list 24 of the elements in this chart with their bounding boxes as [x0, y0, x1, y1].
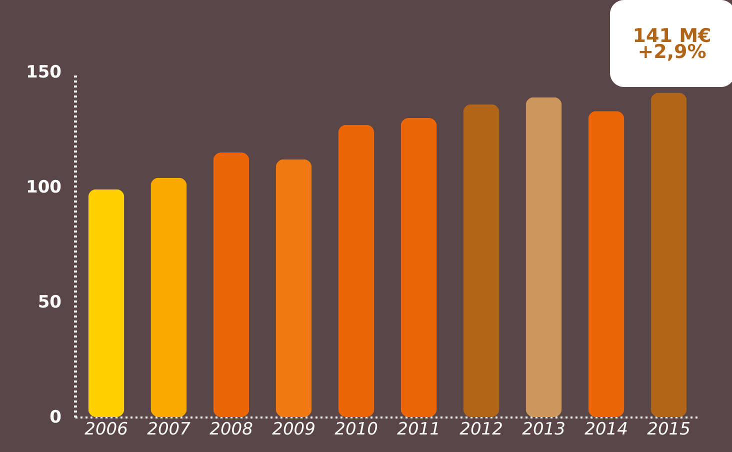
bar [588, 111, 624, 417]
bar [400, 118, 437, 417]
y-tick-label: 100 [26, 178, 62, 198]
x-tick-label: 2014 [584, 420, 628, 440]
bar [338, 124, 374, 417]
x-tick-label: 2010 [334, 420, 378, 440]
x-tick-label: 2006 [84, 420, 128, 440]
y-tick-label: 0 [50, 408, 62, 428]
x-tick-label: 2015 [647, 420, 690, 440]
bar [150, 178, 187, 417]
bar [526, 97, 562, 417]
bar [213, 152, 250, 417]
x-tick-label: 2012 [460, 420, 503, 440]
x-tick-label: 2013 [522, 420, 566, 440]
bar [88, 189, 124, 417]
y-tick-label: 50 [38, 292, 62, 312]
x-tick-label: 2007 [147, 420, 191, 440]
bar [650, 92, 687, 417]
x-tick-label: 2011 [397, 420, 440, 440]
bar [463, 104, 500, 417]
x-tick-label: 2008 [210, 420, 254, 440]
x-tick-label: 2009 [272, 420, 316, 440]
y-tick-label: 150 [26, 62, 62, 82]
bar [276, 159, 312, 417]
